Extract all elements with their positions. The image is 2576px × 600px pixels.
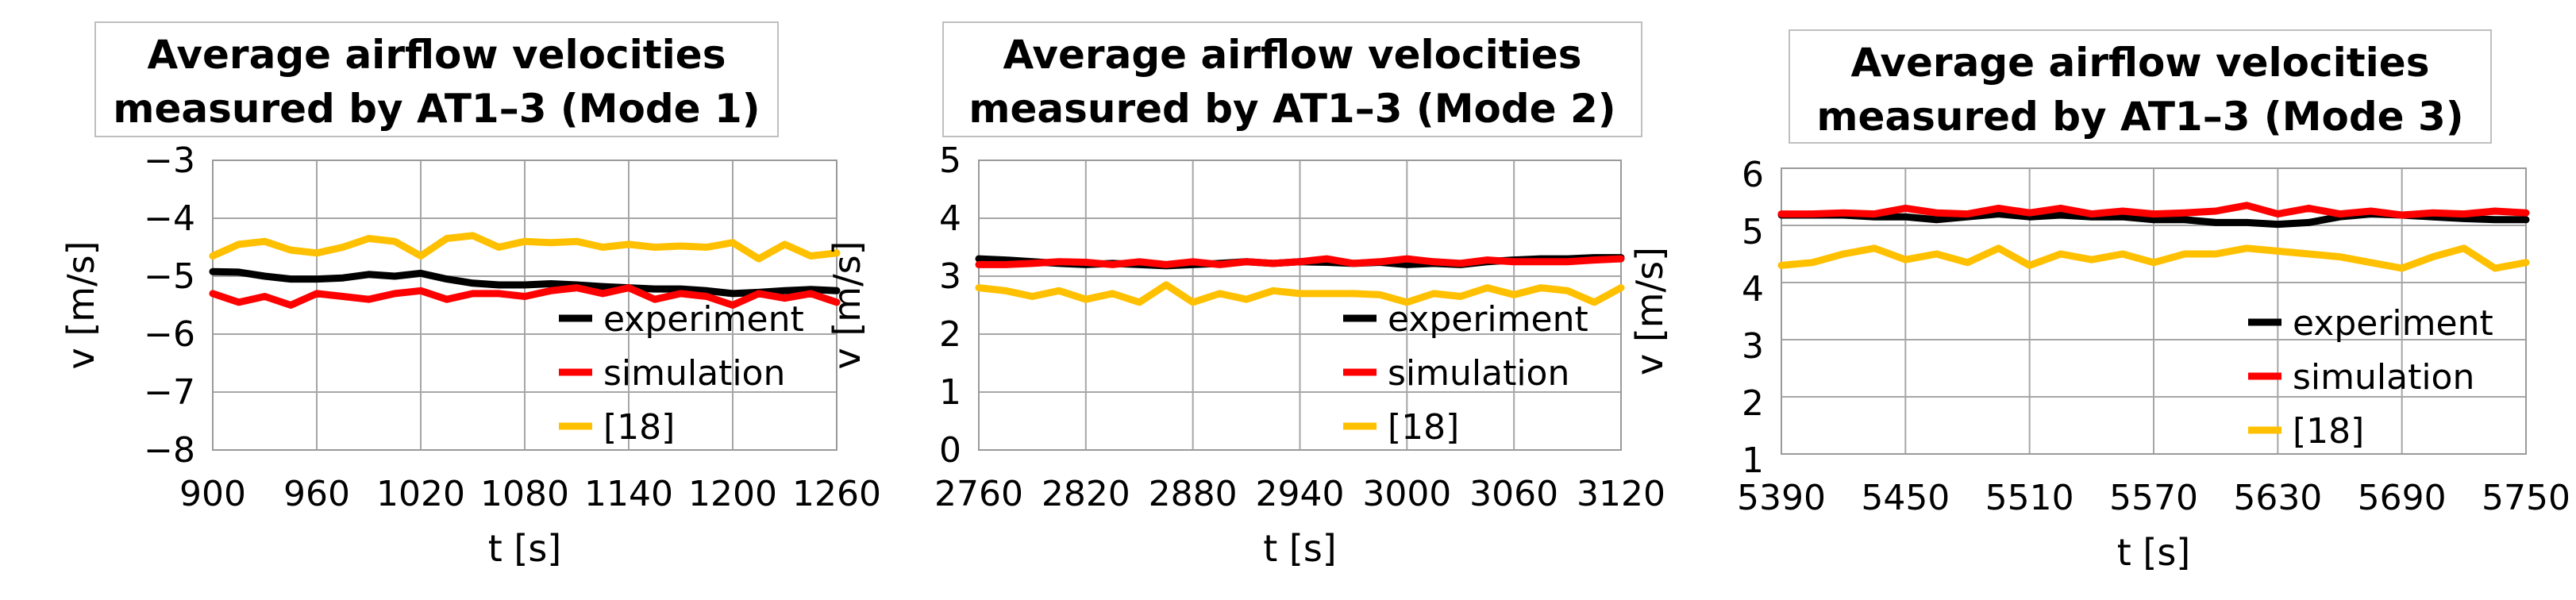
- chart-3-xtick-label: 5570: [2109, 478, 2198, 518]
- chart-2-ytick-label: 1: [939, 372, 961, 413]
- chart-3-ylabel: v [m/s]: [1628, 247, 1671, 375]
- chart-3-ytick-label: 1: [1742, 440, 1764, 481]
- chart-2-title-line-2: measured by AT1–3 (Mode 2): [968, 86, 1615, 132]
- chart-2-xtick-label: 2760: [934, 474, 1023, 514]
- chart-1: Average airflow velocities measured by AT…: [60, 21, 881, 570]
- chart-3-xtick-label: 5750: [2482, 478, 2570, 518]
- chart-2-xtick-label: 3120: [1577, 474, 1665, 514]
- chart-3-ytick-label: 2: [1742, 383, 1764, 424]
- chart-3-series-simulation-line: [1777, 202, 2530, 219]
- chart-2-title-box: [942, 21, 1642, 137]
- chart-2-xtick-label: 3000: [1362, 474, 1451, 514]
- chart-1-xlabel: t [s]: [488, 527, 562, 570]
- chart-3-series-18-line: [1777, 244, 2530, 272]
- chart-1-ytick-label: −5: [144, 256, 195, 297]
- chart-2-series-simulation-line: [975, 255, 1625, 268]
- chart-2-xtick-label: 3060: [1469, 474, 1558, 514]
- chart-1-xtick-label: 1260: [792, 474, 881, 514]
- chart-3-ytick-label: 3: [1742, 326, 1764, 367]
- chart-2-xlabel: t [s]: [1263, 527, 1337, 570]
- chart-1-legend-label: experiment: [603, 299, 804, 340]
- chart-1-ylabel: v [m/s]: [60, 240, 102, 369]
- chart-1-series-18-line: [209, 232, 841, 263]
- chart-1-ytick-label: −4: [144, 198, 195, 239]
- chart-3-title-box: [1789, 29, 2492, 144]
- chart-1-series-simulation-line: [209, 284, 841, 309]
- chart-1-ytick-label: −8: [144, 430, 195, 471]
- chart-3: Average airflow velocities measured by AT…: [1628, 29, 2570, 574]
- chart-3-xtick-label: 5390: [1737, 478, 1826, 518]
- chart-1-xtick-label: 1140: [584, 474, 673, 514]
- chart-3-title-line-1: Average airflow velocities: [1851, 40, 2430, 86]
- chart-1-xtick-label: 900: [179, 474, 246, 514]
- chart-3-plot-area: [1781, 167, 2527, 455]
- chart-3-legend-label: experiment: [2293, 303, 2493, 344]
- chart-1-ytick-label: −6: [144, 314, 195, 355]
- chart-2-ylabel: v [m/s]: [826, 240, 868, 369]
- chart-1-xtick-label: 1200: [688, 474, 777, 514]
- chart-3-title-line-2: measured by AT1–3 (Mode 3): [1816, 94, 2463, 140]
- chart-1-series-experiment-line: [209, 267, 841, 298]
- chart-2-xtick-label: 2940: [1256, 474, 1345, 514]
- chart-1-legend-label: simulation: [603, 353, 785, 394]
- chart-2-ytick-label: 2: [939, 314, 961, 355]
- chart-3-xtick-label: 5450: [1861, 478, 1950, 518]
- chart-2-xtick-label: 2820: [1042, 474, 1130, 514]
- chart-2-title-line-1: Average airflow velocities: [1003, 32, 1582, 78]
- chart-1-xtick-label: 960: [283, 474, 350, 514]
- chart-1-ytick-label: −7: [144, 372, 195, 413]
- chart-1-ytick-label: −3: [144, 140, 195, 181]
- chart-2-legend-label: experiment: [1388, 299, 1588, 340]
- chart-3-ytick-label: 5: [1742, 212, 1764, 252]
- chart-2-plot-area: [978, 160, 1622, 451]
- chart-2-ytick-label: 0: [939, 430, 961, 471]
- chart-1-xtick-label: 1020: [376, 474, 465, 514]
- chart-2-ytick-label: 5: [939, 140, 961, 181]
- chart-2: Average airflow velocities measured by AT…: [826, 21, 1665, 570]
- chart-2-ytick-label: 3: [939, 256, 961, 297]
- chart-3-legend-label: [18]: [2293, 411, 2364, 452]
- chart-2-legend-label: simulation: [1388, 353, 1569, 394]
- chart-1-title-line-2: measured by AT1–3 (Mode 1): [113, 86, 760, 132]
- chart-3-xlabel: t [s]: [2117, 531, 2191, 574]
- chart-3-xtick-label: 5690: [2358, 478, 2447, 518]
- chart-3-xtick-label: 5630: [2233, 478, 2322, 518]
- chart-1-xtick-label: 1080: [480, 474, 569, 514]
- chart-3-ytick-label: 4: [1742, 269, 1764, 310]
- chart-3-ytick-label: 6: [1742, 155, 1764, 195]
- chart-2-legend-label: [18]: [1388, 407, 1459, 448]
- chart-2-ytick-label: 4: [939, 198, 961, 239]
- chart-1-legend-label: [18]: [603, 407, 675, 448]
- chart-2-xtick-label: 2880: [1149, 474, 1238, 514]
- chart-3-legend-label: simulation: [2293, 357, 2474, 398]
- chart-1-title-box: [94, 21, 779, 137]
- chart-3-xtick-label: 5510: [1985, 478, 2074, 518]
- chart-2-series-18-line: [975, 281, 1625, 306]
- chart-1-title-line-1: Average airflow velocities: [148, 32, 726, 78]
